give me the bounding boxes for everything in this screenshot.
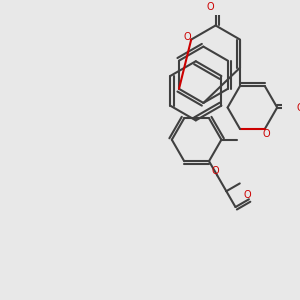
- Text: O: O: [183, 32, 191, 42]
- Text: O: O: [244, 190, 251, 200]
- Text: O: O: [262, 129, 270, 139]
- Text: O: O: [296, 103, 300, 112]
- Text: O: O: [212, 166, 220, 176]
- Text: O: O: [207, 2, 214, 12]
